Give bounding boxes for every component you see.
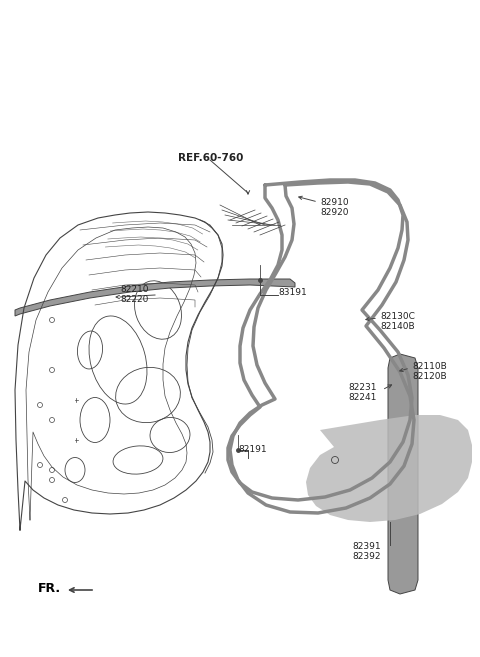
Text: 83191: 83191: [278, 288, 307, 297]
Text: 82130C: 82130C: [380, 312, 415, 321]
Text: 82241: 82241: [348, 393, 376, 402]
Text: 82140B: 82140B: [380, 322, 415, 331]
Text: 82910: 82910: [320, 198, 348, 207]
Text: REF.60-760: REF.60-760: [178, 153, 243, 163]
Text: 82120B: 82120B: [412, 372, 446, 381]
Text: 82220: 82220: [120, 295, 148, 304]
Text: 82191: 82191: [238, 445, 266, 454]
Polygon shape: [388, 354, 418, 594]
Text: FR.: FR.: [38, 582, 61, 595]
Text: 82392: 82392: [352, 552, 381, 561]
Text: 82210: 82210: [120, 285, 148, 294]
Text: 82920: 82920: [320, 208, 348, 217]
Text: 82110B: 82110B: [412, 362, 447, 371]
Polygon shape: [15, 279, 295, 316]
Polygon shape: [306, 415, 472, 522]
Text: 82391: 82391: [352, 542, 381, 551]
Text: 82231: 82231: [348, 383, 376, 392]
